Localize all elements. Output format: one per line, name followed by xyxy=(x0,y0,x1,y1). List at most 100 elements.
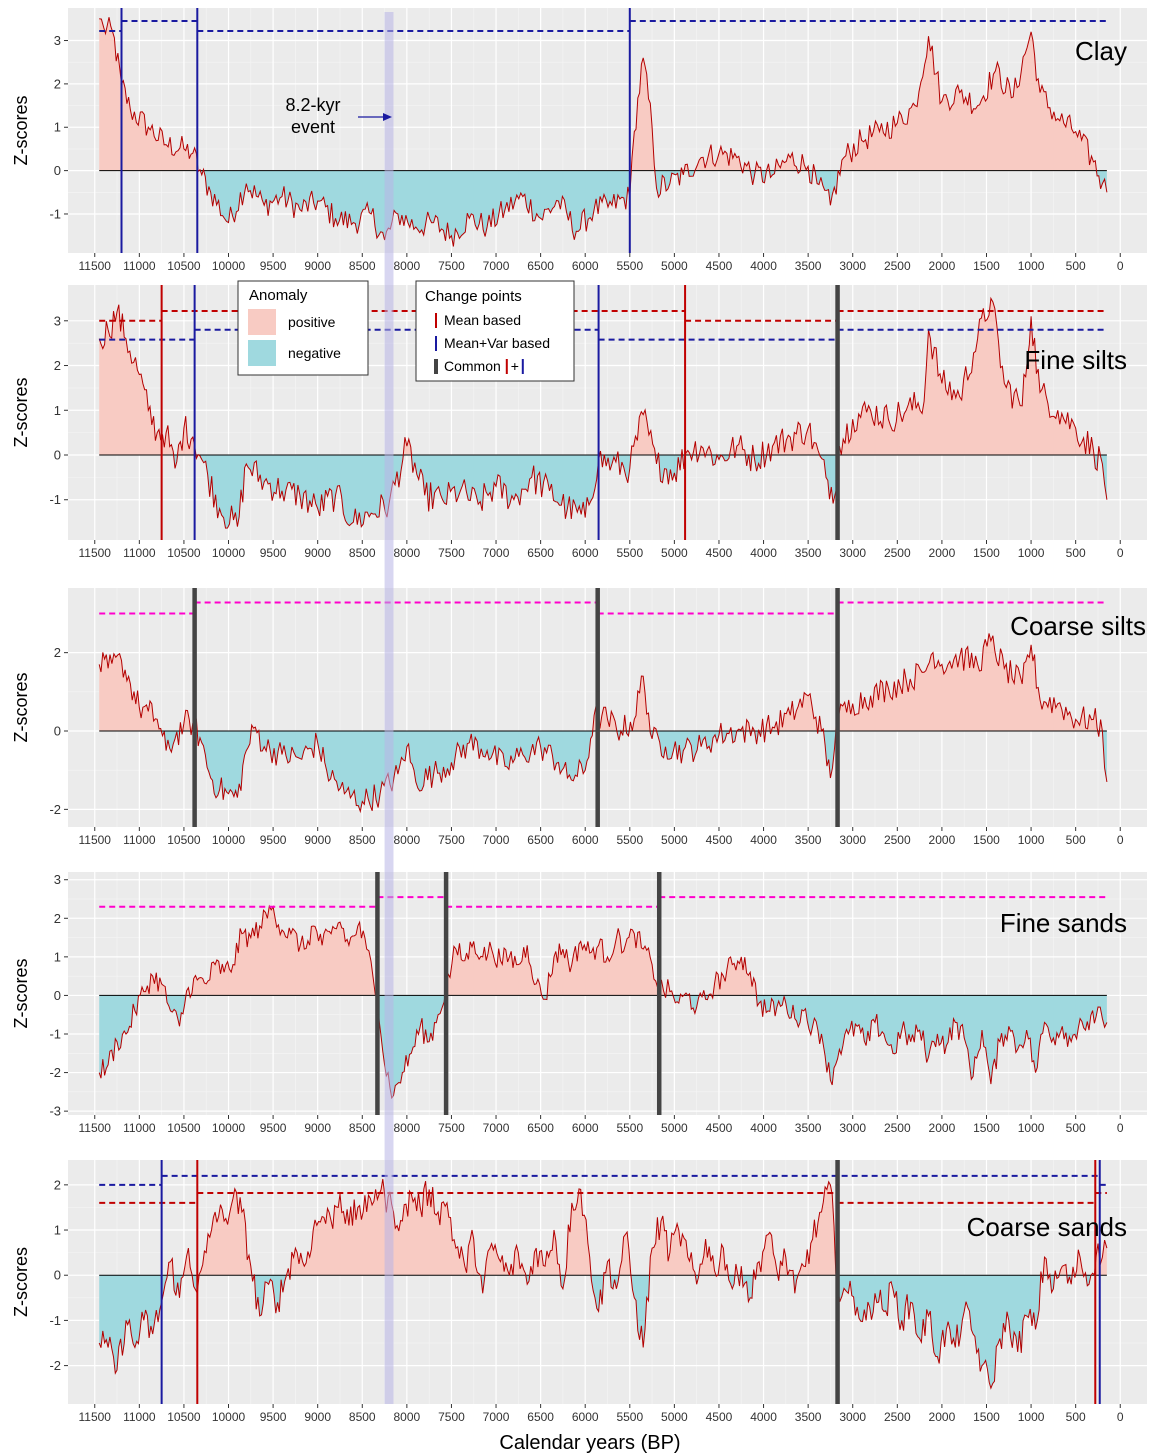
x-tick-label: 4000 xyxy=(750,1410,777,1424)
x-tick-label: 4500 xyxy=(706,546,733,560)
x-tick-label: 7000 xyxy=(483,1121,510,1135)
x-tick-label: 9000 xyxy=(304,833,331,847)
z-score-series-line xyxy=(99,17,1108,247)
x-tick-label: 11000 xyxy=(123,546,156,560)
x-tick-label: 9500 xyxy=(260,1410,287,1424)
x-tick-label: 1500 xyxy=(973,1410,1000,1424)
y-tick-label: -2 xyxy=(49,802,61,817)
x-tick-label: 1500 xyxy=(973,833,1000,847)
x-tick-label: 2000 xyxy=(929,833,956,847)
y-tick-label: -2 xyxy=(49,1358,61,1373)
x-tick-label: 2000 xyxy=(929,1410,956,1424)
x-tick-label: 10000 xyxy=(212,1410,246,1424)
x-tick-label: 0 xyxy=(1117,546,1124,560)
x-tick-label: 3500 xyxy=(795,259,822,273)
x-tick-label: 1500 xyxy=(973,546,1000,560)
x-tick-label: 7000 xyxy=(483,833,510,847)
panel-title: Clay xyxy=(1075,36,1127,66)
x-tick-label: 5500 xyxy=(616,546,643,560)
y-tick-label: 3 xyxy=(54,33,61,48)
x-tick-label: 3000 xyxy=(839,546,866,560)
y-axis-label: Z-scores xyxy=(11,1247,31,1317)
x-tick-label: 6000 xyxy=(572,259,599,273)
x-tick-label: 11000 xyxy=(123,259,156,273)
y-tick-label: 3 xyxy=(54,313,61,328)
x-tick-label: 500 xyxy=(1066,546,1086,560)
x-tick-label: 2500 xyxy=(884,546,911,560)
x-tick-label: 7500 xyxy=(438,1121,465,1135)
legend-change-box xyxy=(415,280,575,382)
event-label-line-1: 8.2-kyr xyxy=(285,95,340,115)
x-tick-label: 11500 xyxy=(79,1121,112,1135)
x-tick-label: 4000 xyxy=(750,546,777,560)
x-tick-label: 3500 xyxy=(795,1410,822,1424)
y-axis-label: Z-scores xyxy=(11,958,31,1028)
y-tick-label: 1 xyxy=(54,1223,61,1238)
x-tick-label: 1500 xyxy=(973,259,1000,273)
x-tick-label: 2000 xyxy=(929,546,956,560)
x-tick-label: 5000 xyxy=(661,259,688,273)
x-tick-label: 3000 xyxy=(839,833,866,847)
x-tick-label: 5500 xyxy=(616,259,643,273)
x-tick-label: 500 xyxy=(1066,1121,1086,1135)
event-shaded-band xyxy=(384,12,394,1404)
panel-title: Coarse sands xyxy=(967,1212,1127,1242)
z-score-series-line xyxy=(98,904,1108,1100)
x-tick-label: 4500 xyxy=(706,1410,733,1424)
x-tick-label: 3500 xyxy=(795,833,822,847)
x-tick-label: 4500 xyxy=(706,1121,733,1135)
panel-title: Fine sands xyxy=(1000,908,1127,938)
x-tick-label: 3500 xyxy=(795,1121,822,1135)
x-tick-label: 8000 xyxy=(394,833,421,847)
x-tick-label: 10500 xyxy=(167,1121,201,1135)
x-tick-label: 0 xyxy=(1117,259,1124,273)
x-tick-label: 500 xyxy=(1066,1410,1086,1424)
x-tick-label: 10500 xyxy=(167,259,201,273)
legend-change-label-2: Common xyxy=(444,358,501,374)
y-tick-label: -2 xyxy=(49,1065,61,1080)
y-tick-label: 1 xyxy=(54,949,61,964)
x-tick-label: 500 xyxy=(1066,259,1086,273)
x-tick-label: 9000 xyxy=(304,1410,331,1424)
legend-change-label-0: Mean based xyxy=(444,312,521,328)
x-tick-label: 8500 xyxy=(349,1410,376,1424)
x-tick-label: 7500 xyxy=(438,1410,465,1424)
x-tick-label: 8500 xyxy=(349,259,376,273)
x-tick-label: 11500 xyxy=(79,1410,112,1424)
x-tick-label: 3500 xyxy=(795,546,822,560)
legend-anomaly: Anomaly positive negative xyxy=(237,280,369,376)
x-tick-label: 9500 xyxy=(260,546,287,560)
x-tick-label: 10000 xyxy=(212,1121,246,1135)
x-tick-label: 9000 xyxy=(304,546,331,560)
x-tick-label: 4500 xyxy=(706,259,733,273)
x-tick-label: 1000 xyxy=(1018,259,1045,273)
positive-anomaly-area xyxy=(99,17,1107,171)
x-tick-label: 11000 xyxy=(123,1410,156,1424)
z-score-series-line xyxy=(98,1178,1108,1390)
x-tick-label: 7500 xyxy=(438,259,465,273)
negative-anomaly-area xyxy=(99,170,1107,247)
legend-label-positive: positive xyxy=(288,314,336,330)
y-tick-label: 1 xyxy=(54,120,61,135)
x-tick-label: 2500 xyxy=(884,833,911,847)
x-tick-label: 6500 xyxy=(527,1410,554,1424)
x-tick-label: 10000 xyxy=(212,546,246,560)
y-tick-label: -1 xyxy=(49,492,61,507)
y-tick-label: 2 xyxy=(54,911,61,926)
y-tick-label: 2 xyxy=(54,76,61,91)
positive-anomaly-area xyxy=(99,1178,1107,1276)
x-tick-label: 6500 xyxy=(527,833,554,847)
x-tick-label: 2500 xyxy=(884,1121,911,1135)
y-tick-label: -1 xyxy=(49,1027,61,1042)
positive-anomaly-area xyxy=(99,906,1107,996)
x-tick-label: 2500 xyxy=(884,1410,911,1424)
x-tick-label: 6500 xyxy=(527,546,554,560)
x-tick-label: 1000 xyxy=(1018,833,1045,847)
y-tick-label: 0 xyxy=(54,448,61,463)
y-tick-label: 0 xyxy=(54,988,61,1003)
x-tick-label: 2000 xyxy=(929,259,956,273)
x-tick-label: 1000 xyxy=(1018,1410,1045,1424)
